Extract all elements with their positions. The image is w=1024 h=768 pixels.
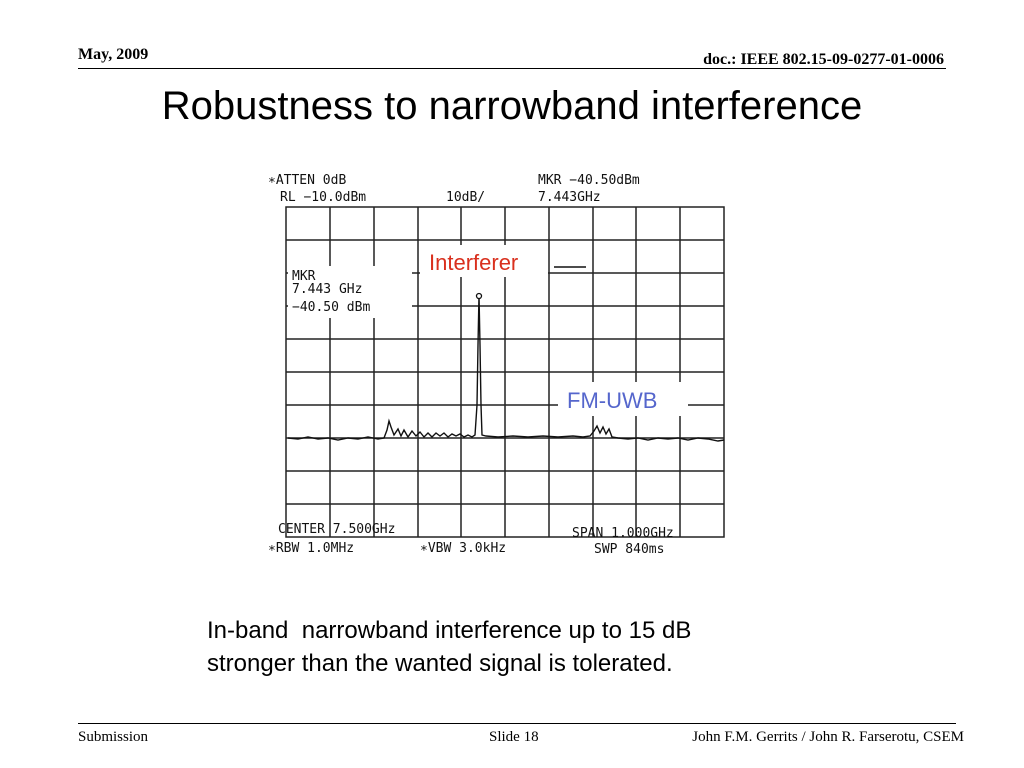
header-date: May, 2009 [78, 46, 149, 63]
caption-line-1: In-band narrowband interference up to 15… [207, 617, 692, 644]
rbw-readout: ∗RBW 1.0MHz [268, 541, 354, 556]
footer-submission: Submission [78, 729, 149, 745]
fm-uwb-label: FM-UWB [567, 388, 657, 413]
interferer-label: Interferer [429, 250, 518, 275]
center-frequency-readout: CENTER 7.500GHz [278, 522, 395, 537]
footer-divider [78, 723, 956, 724]
caption-line-2: stronger than the wanted signal is toler… [207, 650, 673, 677]
header-divider [78, 68, 946, 69]
interferer-label-background [420, 245, 548, 277]
marker-dot [475, 292, 483, 300]
ref-level-readout: RL −10.0dBm [280, 190, 366, 205]
spectrum-analyzer-plot: ∗ATTEN 0dB RL −10.0dBm 10dB/ MKR −40.50d… [268, 173, 725, 557]
marker-box-background [288, 266, 412, 318]
fm-uwb-label-background [558, 382, 688, 416]
sweep-readout: SWP 840ms [594, 542, 664, 557]
footer-authors: John F.M. Gerrits / John R. Farserotu, C… [692, 729, 964, 745]
vbw-readout: ∗VBW 3.0kHz [420, 541, 506, 556]
span-readout: SPAN 1.000GHz [572, 526, 674, 541]
marker-frequency-readout: 7.443GHz [538, 190, 601, 205]
scale-readout: 10dB/ [446, 190, 485, 205]
slide-caption: In-band narrowband interference up to 15… [207, 614, 847, 680]
spectrum-trace [287, 294, 725, 442]
footer-slide-number: Slide 18 [489, 729, 539, 745]
atten-readout: ∗ATTEN 0dB [268, 173, 346, 188]
header-document-id: doc.: IEEE 802.15-09-0277-01-0006 [703, 51, 944, 68]
marker-box-label: MKR [292, 269, 316, 284]
marker-box-frequency: 7.443 GHz [292, 282, 362, 297]
marker-level-readout: MKR −40.50dBm [538, 173, 640, 188]
marker-box-level: −40.50 dBm [292, 300, 370, 315]
slide-title: Robustness to narrowband interference [161, 84, 863, 128]
